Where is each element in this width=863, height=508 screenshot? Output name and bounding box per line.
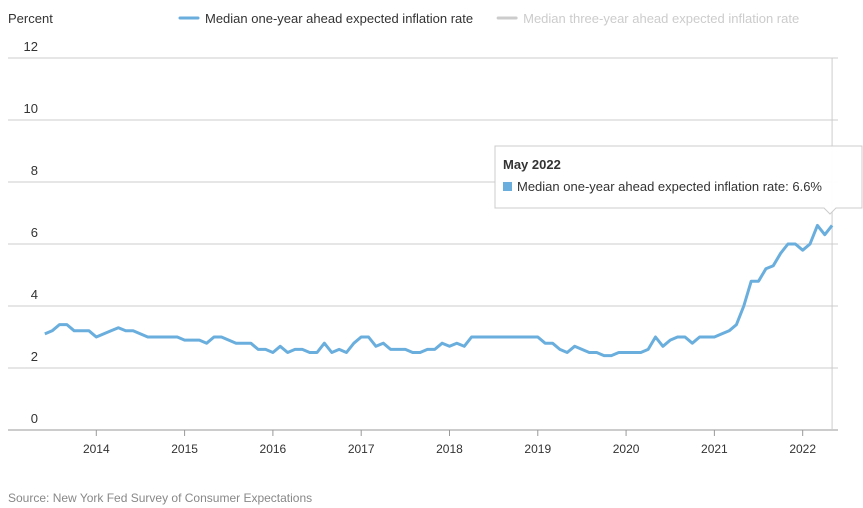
x-tick-label: 2020 [613,442,640,456]
source: Source: New York Fed Survey of Consumer … [8,491,312,505]
y-tick-label: 2 [31,349,38,364]
x-tick-label: 2014 [83,442,110,456]
x-tick-label: 2015 [171,442,198,456]
y-axis-label: Percent [8,11,53,26]
y-tick-label: 8 [31,163,38,178]
tooltip: May 2022 Median one-year ahead expected i… [494,145,863,215]
y-tick-label: 0 [31,411,38,426]
x-tick-label: 2016 [260,442,287,456]
y-tick-label: 4 [31,287,38,302]
x-tick-label: 2021 [701,442,728,456]
tooltip-box [494,145,863,215]
legend-item[interactable]: Median three-year ahead expected inflati… [496,11,799,26]
series-line [44,223,834,358]
legend-item[interactable]: Median one-year ahead expected inflation… [178,11,473,26]
x-tick-label: 2018 [436,442,463,456]
x-tick-label: 2019 [524,442,551,456]
legend-label: Median one-year ahead expected inflation… [205,11,473,26]
legend-label: Median three-year ahead expected inflati… [523,11,799,26]
y-tick-label: 6 [31,225,38,240]
tooltip-text: Median one-year ahead expected inflation… [517,179,822,194]
y-tick-label: 10 [24,101,38,116]
tooltip-swatch [503,182,512,191]
x-tick-label: 2022 [789,442,816,456]
y-tick-label: 12 [24,39,38,54]
x-tick-label: 2017 [348,442,375,456]
tooltip-title: May 2022 [503,157,561,172]
